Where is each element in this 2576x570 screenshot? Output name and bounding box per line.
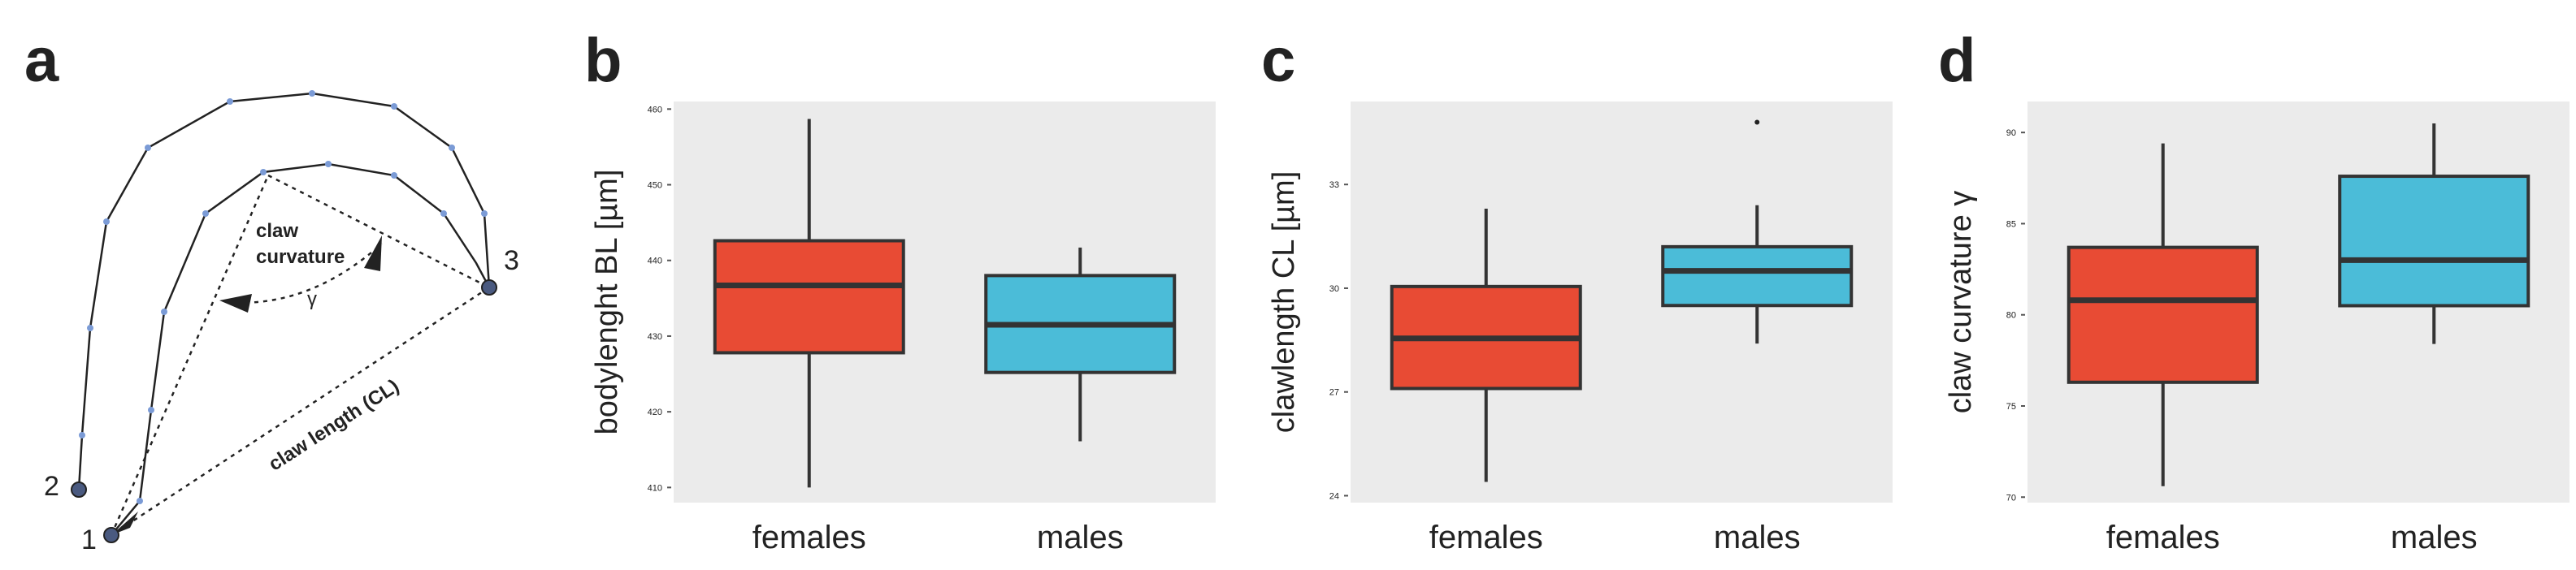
landmarks <box>79 90 488 504</box>
points <box>71 279 497 543</box>
tangent-line <box>110 175 270 536</box>
y-tick-label: 24 <box>1329 491 1339 501</box>
x-tick-label: females <box>1429 520 1543 555</box>
y-axis-label: claw curvature γ <box>1944 191 1978 414</box>
diagram-label: claw <box>256 220 298 242</box>
y-tick-label: 460 <box>648 105 662 114</box>
box <box>713 239 905 355</box>
y-tick-label: 70 <box>2006 493 2016 503</box>
y-tick-label: 450 <box>648 181 662 191</box>
point-label: 2 <box>44 471 59 502</box>
y-tick-label: 90 <box>2006 128 2016 138</box>
y-tick-label: 440 <box>648 257 662 266</box>
inner-outline <box>111 162 491 536</box>
y-axis-label: clawlength CL [µm] <box>1267 171 1301 434</box>
diagram-label: claw length (CL) <box>265 375 403 476</box>
measure-lines <box>110 174 490 537</box>
y-tick-label: 30 <box>1329 284 1339 294</box>
y-tick-label: 410 <box>648 483 662 493</box>
y-tick-label: 33 <box>1329 180 1339 190</box>
diagram-label: curvature <box>256 246 345 268</box>
panel-label: b <box>584 26 622 95</box>
x-tick-label: males <box>2391 520 2478 555</box>
x-tick-label: females <box>2106 520 2220 555</box>
outlier <box>1754 119 1760 125</box>
box <box>1661 244 1854 308</box>
x-tick-label: females <box>752 520 866 555</box>
y-tick-label: 75 <box>2006 402 2016 412</box>
y-tick-label: 430 <box>648 332 662 342</box>
arrowheads <box>111 235 382 535</box>
panel-label: a <box>24 26 59 95</box>
angle-label: γ <box>307 288 317 310</box>
panel-label: c <box>1261 26 1295 95</box>
tangent-line <box>267 174 490 289</box>
box <box>2066 245 2259 384</box>
point-label: 1 <box>81 525 97 555</box>
box <box>2338 175 2530 308</box>
y-tick-label: 80 <box>2006 311 2016 321</box>
diagram-panel <box>71 90 497 543</box>
y-tick-label: 27 <box>1329 388 1339 398</box>
panel-label: d <box>1938 26 1975 95</box>
y-axis-label: bodylenght BL [µm] <box>590 170 624 435</box>
y-tick-label: 85 <box>2006 219 2016 229</box>
y-tick-label: 420 <box>648 408 662 417</box>
outer-outline <box>77 92 491 490</box>
x-tick-label: males <box>1037 520 1124 555</box>
x-tick-label: males <box>1714 520 1801 555</box>
length-line <box>111 286 490 537</box>
point-label: 3 <box>504 245 519 276</box>
